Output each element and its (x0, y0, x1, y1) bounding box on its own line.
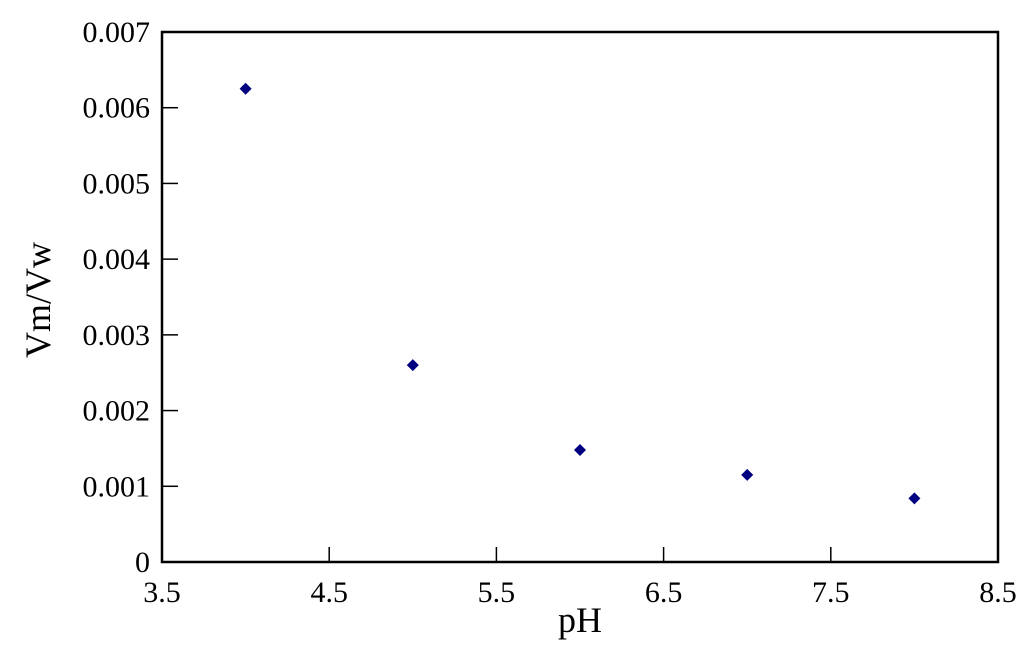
x-tick-label: 4.5 (310, 576, 348, 609)
x-tick-label: 6.5 (645, 576, 683, 609)
y-tick-label: 0.003 (83, 319, 151, 352)
data-point (239, 82, 252, 95)
y-tick-label: 0.004 (83, 243, 151, 276)
y-tick-label: 0.006 (83, 92, 151, 125)
y-tick-label: 0.001 (83, 470, 151, 503)
x-tick-label: 3.5 (143, 576, 181, 609)
plot-frame (160, 30, 1000, 564)
x-axis-label: pH (558, 600, 602, 640)
data-point (741, 468, 754, 481)
y-tick-label: 0.002 (83, 395, 151, 428)
data-point (908, 492, 921, 505)
y-tick-label: 0.007 (83, 16, 151, 49)
y-tick-label: 0.005 (83, 167, 151, 200)
y-axis-label: Vm/Vw (18, 242, 58, 358)
x-tick-label: 8.5 (979, 576, 1017, 609)
y-tick-label: 0 (135, 546, 150, 579)
x-tick-label: 7.5 (812, 576, 850, 609)
x-tick-label: 5.5 (478, 576, 516, 609)
data-point (574, 443, 586, 456)
data-point (406, 359, 419, 372)
